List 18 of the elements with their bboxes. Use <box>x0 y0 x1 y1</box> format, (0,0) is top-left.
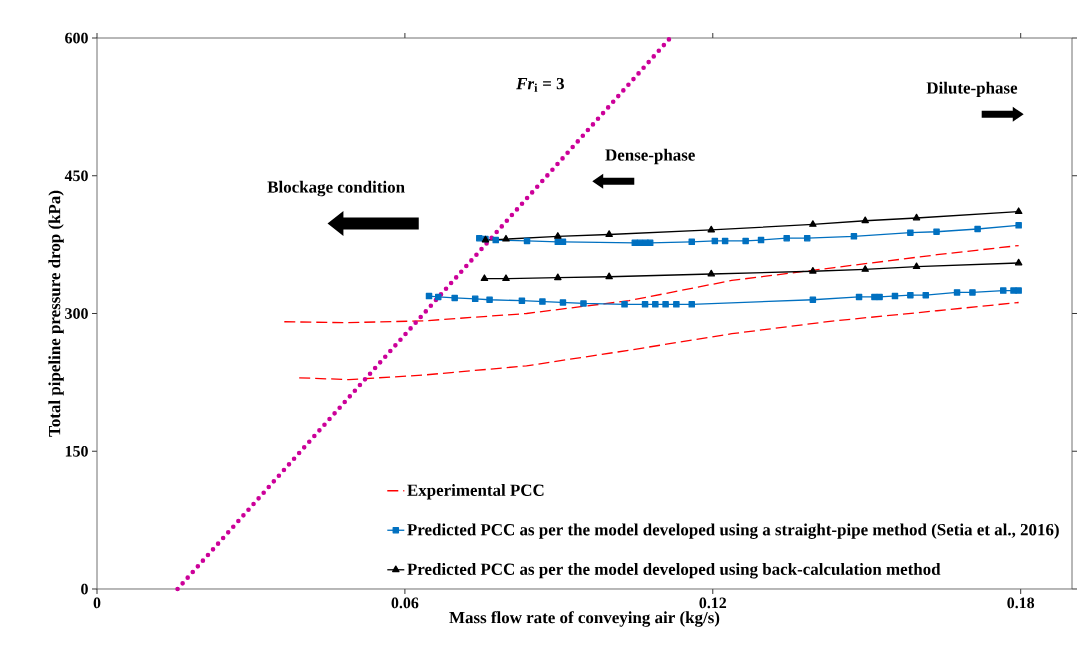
y-tick-label: 600 <box>65 32 88 44</box>
legend-label: Experimental PCC <box>407 484 544 500</box>
y-tick-label: 0 <box>81 583 88 595</box>
x-tick-label: 0 <box>93 597 101 609</box>
x-tick-label: 0.06 <box>391 597 419 609</box>
y-tick-label: 300 <box>65 308 88 319</box>
annotation: Dilute-phase <box>926 81 1018 98</box>
x-axis-title: Mass flow rate of conveying air (kg/s) <box>449 611 720 627</box>
y-tick-label: 450 <box>64 170 88 182</box>
annotation: Fr$_{i}$ = 3 <box>516 77 564 92</box>
x-tick-label: 0.18 <box>1007 597 1035 609</box>
annotation: Blockage condition <box>267 180 405 197</box>
y-tick-label: 150 <box>65 445 88 457</box>
y-axis-title: Total pipeline pressure drop (kPa) <box>48 190 64 437</box>
x-tick-label: 0.12 <box>699 597 727 609</box>
annotation: Dense-phase <box>605 148 695 165</box>
legend-label: Predicted PCC as per the model developed using back-calculation method <box>407 563 941 579</box>
legend-label: Predicted PCC as per the model developed using a straight-pipe method (Setia et al., 2016) <box>407 523 1059 539</box>
